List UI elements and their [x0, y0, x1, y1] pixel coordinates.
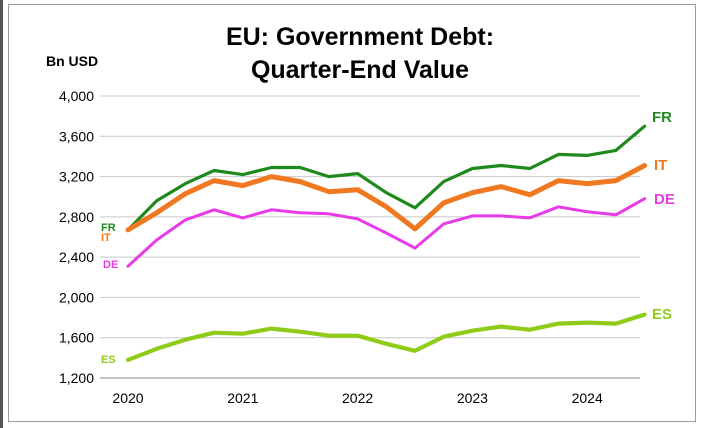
x-tick-label: 2020	[112, 390, 143, 406]
series-end-label-it: IT	[654, 157, 667, 174]
series-start-label-fr: FR	[101, 222, 116, 234]
series-end-label-de: DE	[654, 191, 675, 208]
series-line-fr	[126, 124, 647, 232]
y-tick-label: 4,000	[59, 88, 94, 104]
series-start-label-de: DE	[103, 259, 118, 271]
y-tick-label: 3,600	[59, 128, 94, 144]
y-tick-label: 2,000	[59, 289, 94, 305]
y-axis-unit-label: Bn USD	[46, 53, 98, 69]
x-tick-label: 2022	[342, 390, 373, 406]
y-tick-label: 1,600	[59, 330, 94, 346]
y-tick-label: 3,200	[59, 169, 94, 185]
window-edge	[0, 0, 3, 428]
x-tick-label: 2024	[572, 390, 603, 406]
series-start-label-it: IT	[101, 232, 111, 244]
chart-title-line2: Quarter-End Value	[251, 56, 469, 84]
series-end-label-fr: FR	[652, 109, 672, 126]
chart-title-line1: EU: Government Debt:	[226, 23, 494, 51]
series-start-label-es: ES	[101, 354, 116, 366]
series-line-it	[125, 163, 648, 233]
series-end-label-es: ES	[652, 306, 672, 323]
y-tick-label: 1,200	[59, 370, 94, 386]
x-tick-label: 2023	[457, 390, 488, 406]
series-line-de	[126, 197, 647, 268]
x-tick-label: 2021	[227, 390, 258, 406]
series-line-es	[125, 312, 647, 362]
y-tick-label: 2,400	[59, 249, 94, 265]
chart-frame	[8, 4, 696, 422]
y-tick-label: 2,800	[59, 209, 94, 225]
